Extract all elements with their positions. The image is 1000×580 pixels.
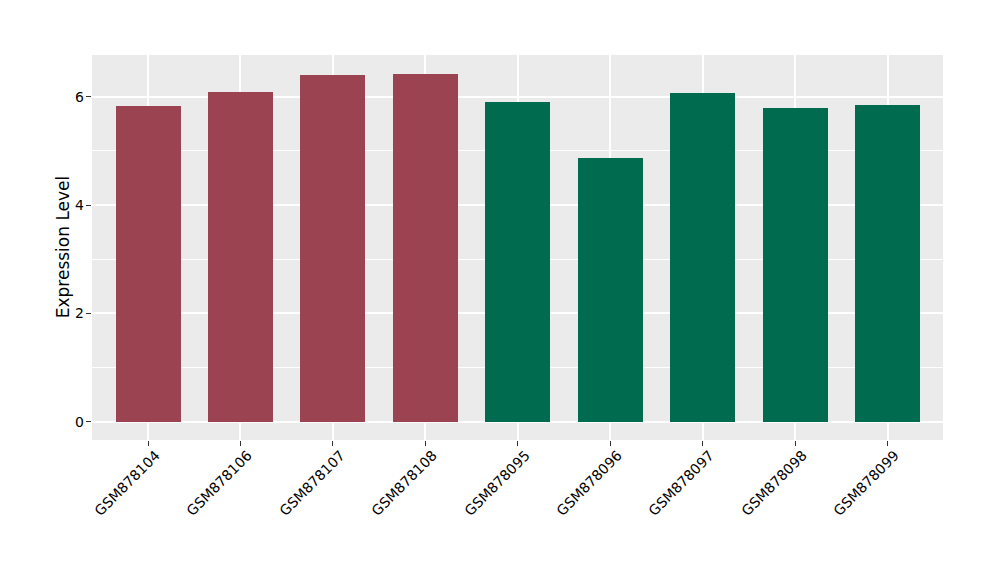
bar <box>300 75 365 422</box>
y-tick-label: 4 <box>75 198 84 212</box>
x-tick-label: GSM878099 <box>831 448 901 518</box>
bar <box>763 108 828 422</box>
y-tick-mark <box>86 96 91 97</box>
bar <box>578 158 643 421</box>
plot-panel <box>92 55 943 440</box>
x-tick-mark <box>702 441 703 446</box>
bar <box>393 74 458 422</box>
x-tick-mark <box>887 441 888 446</box>
bar <box>670 93 735 421</box>
y-tick-mark <box>86 421 91 422</box>
x-tick-label: GSM878095 <box>461 448 531 518</box>
x-tick-label: GSM878104 <box>92 448 162 518</box>
bar <box>485 102 550 422</box>
x-tick-label: GSM878097 <box>646 448 716 518</box>
bar <box>208 92 273 421</box>
x-tick-label: GSM878106 <box>184 448 254 518</box>
x-tick-mark <box>517 441 518 446</box>
y-tick-label: 6 <box>75 89 84 103</box>
y-tick-label: 0 <box>75 414 84 428</box>
y-tick-label: 2 <box>75 306 84 320</box>
x-tick-mark <box>148 441 149 446</box>
x-tick-mark <box>795 441 796 446</box>
x-tick-label: GSM878107 <box>277 448 347 518</box>
x-tick-mark <box>610 441 611 446</box>
y-tick-mark <box>86 313 91 314</box>
bar-chart-figure: Expression Level 0 2 4 6 GSM878104 GSM878106… <box>0 0 1000 580</box>
x-tick-label: GSM878108 <box>369 448 439 518</box>
x-tick-label: GSM878098 <box>739 448 809 518</box>
y-axis-title: Expression Level <box>53 176 73 319</box>
bar <box>116 106 181 421</box>
x-tick-label: GSM878096 <box>554 448 624 518</box>
x-tick-mark <box>240 441 241 446</box>
bar <box>855 105 920 422</box>
y-tick-mark <box>86 205 91 206</box>
x-tick-mark <box>332 441 333 446</box>
x-tick-mark <box>425 441 426 446</box>
